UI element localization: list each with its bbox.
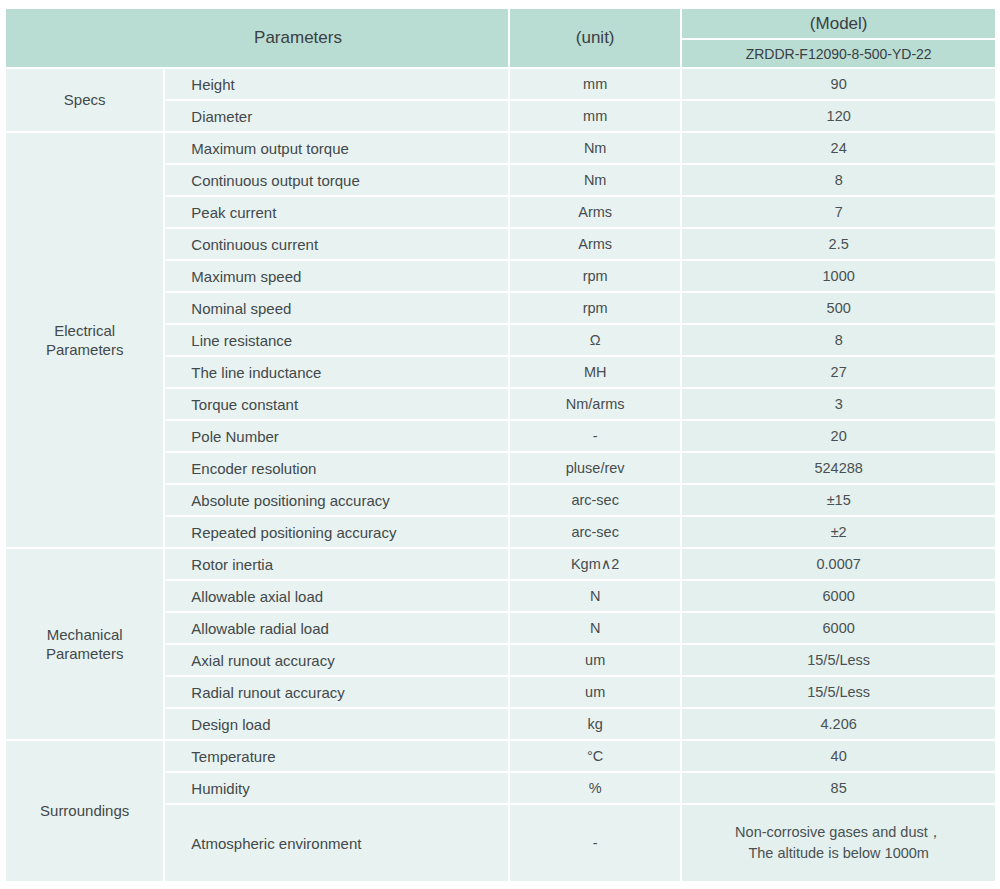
- value-cell: 2.5: [681, 228, 996, 260]
- unit-cell: Arms: [509, 196, 681, 228]
- param-name-cell: Height: [164, 68, 509, 100]
- value-cell: 85: [681, 772, 996, 804]
- value-cell: 40: [681, 740, 996, 772]
- param-name-cell: Torque constant: [164, 388, 509, 420]
- param-name-cell: Line resistance: [164, 324, 509, 356]
- value-cell: ±15: [681, 484, 996, 516]
- value-cell: 27: [681, 356, 996, 388]
- param-name-cell: Axial runout accuracy: [164, 644, 509, 676]
- section-label-cell-mechanical: Mechanical Parameters: [5, 548, 164, 740]
- section-label: Surroundings: [29, 801, 141, 821]
- section-label-cell-electrical: Electrical Parameters: [5, 132, 164, 548]
- unit-cell: -: [509, 420, 681, 452]
- value-cell: 120: [681, 100, 996, 132]
- value-line-1: Non-corrosive gases and dust，: [683, 822, 994, 843]
- unit-cell: kg: [509, 708, 681, 740]
- param-name-cell: Allowable axial load: [164, 580, 509, 612]
- param-name-cell: Rotor inertia: [164, 548, 509, 580]
- value-cell: Non-corrosive gases and dust， The altitu…: [681, 804, 996, 882]
- unit-cell: arc-sec: [509, 484, 681, 516]
- unit-cell: Nm: [509, 132, 681, 164]
- unit-cell: um: [509, 644, 681, 676]
- value-cell: 15/5/Less: [681, 644, 996, 676]
- unit-cell: N: [509, 612, 681, 644]
- value-cell: 4.206: [681, 708, 996, 740]
- value-cell: 0.0007: [681, 548, 996, 580]
- param-name-cell: Peak current: [164, 196, 509, 228]
- unit-cell: Arms: [509, 228, 681, 260]
- value-cell: 8: [681, 164, 996, 196]
- unit-cell: rpm: [509, 260, 681, 292]
- unit-cell: Nm/arms: [509, 388, 681, 420]
- unit-cell: MH: [509, 356, 681, 388]
- param-name-cell: Repeated positioning accuracy: [164, 516, 509, 548]
- param-name-cell: Encoder resolution: [164, 452, 509, 484]
- header-model-label: (Model): [681, 8, 996, 39]
- spec-table: Parameters (unit) (Model) ZRDDR-F12090-8…: [4, 7, 997, 883]
- param-name-cell: Atmospheric environment: [164, 804, 509, 882]
- param-name-cell: Design load: [164, 708, 509, 740]
- unit-cell: Kgm∧2: [509, 548, 681, 580]
- param-name-cell: Maximum speed: [164, 260, 509, 292]
- param-name-cell: Continuous output torque: [164, 164, 509, 196]
- param-name-cell: Nominal speed: [164, 292, 509, 324]
- unit-cell: Nm: [509, 164, 681, 196]
- header-model-value: ZRDDR-F12090-8-500-YD-22: [681, 39, 996, 68]
- value-line-2: The altitude is below 1000m: [683, 843, 994, 864]
- unit-cell: -: [509, 804, 681, 882]
- value-cell: 7: [681, 196, 996, 228]
- unit-cell: um: [509, 676, 681, 708]
- value-cell: 15/5/Less: [681, 676, 996, 708]
- unit-cell: pluse/rev: [509, 452, 681, 484]
- value-cell: 6000: [681, 580, 996, 612]
- section-label-cell-surroundings: Surroundings: [5, 740, 164, 882]
- param-name-cell: Diameter: [164, 100, 509, 132]
- value-cell: 90: [681, 68, 996, 100]
- unit-cell: mm: [509, 68, 681, 100]
- param-name-cell: Allowable radial load: [164, 612, 509, 644]
- header-parameters: Parameters: [5, 8, 509, 68]
- table-row: Electrical Parameters Maximum output tor…: [5, 132, 996, 164]
- unit-cell: arc-sec: [509, 516, 681, 548]
- table-row: Surroundings Temperature °C 40: [5, 740, 996, 772]
- param-name-cell: Humidity: [164, 772, 509, 804]
- value-cell: 8: [681, 324, 996, 356]
- unit-cell: N: [509, 580, 681, 612]
- value-cell: 1000: [681, 260, 996, 292]
- value-cell: 524288: [681, 452, 996, 484]
- unit-cell: %: [509, 772, 681, 804]
- param-name-cell: The line inductance: [164, 356, 509, 388]
- table-row: Mechanical Parameters Rotor inertia Kgm∧…: [5, 548, 996, 580]
- unit-cell: Ω: [509, 324, 681, 356]
- section-label: Specs: [29, 90, 141, 110]
- param-name-cell: Pole Number: [164, 420, 509, 452]
- section-label: Electrical Parameters: [29, 321, 141, 360]
- value-cell: 500: [681, 292, 996, 324]
- unit-cell: °C: [509, 740, 681, 772]
- page: Parameters (unit) (Model) ZRDDR-F12090-8…: [0, 0, 1000, 889]
- value-cell: 6000: [681, 612, 996, 644]
- param-name-cell: Temperature: [164, 740, 509, 772]
- unit-cell: mm: [509, 100, 681, 132]
- section-label: Mechanical Parameters: [29, 625, 141, 664]
- table-header: Parameters (unit) (Model) ZRDDR-F12090-8…: [5, 8, 996, 68]
- header-unit: (unit): [509, 8, 681, 68]
- param-name-cell: Absolute positioning accuracy: [164, 484, 509, 516]
- unit-cell: rpm: [509, 292, 681, 324]
- table-row: Specs Height mm 90: [5, 68, 996, 100]
- value-cell: ±2: [681, 516, 996, 548]
- value-cell: 3: [681, 388, 996, 420]
- param-name-cell: Continuous current: [164, 228, 509, 260]
- param-name-cell: Maximum output torque: [164, 132, 509, 164]
- param-name-cell: Radial runout accuracy: [164, 676, 509, 708]
- value-cell: 24: [681, 132, 996, 164]
- section-label-cell-specs: Specs: [5, 68, 164, 132]
- value-cell: 20: [681, 420, 996, 452]
